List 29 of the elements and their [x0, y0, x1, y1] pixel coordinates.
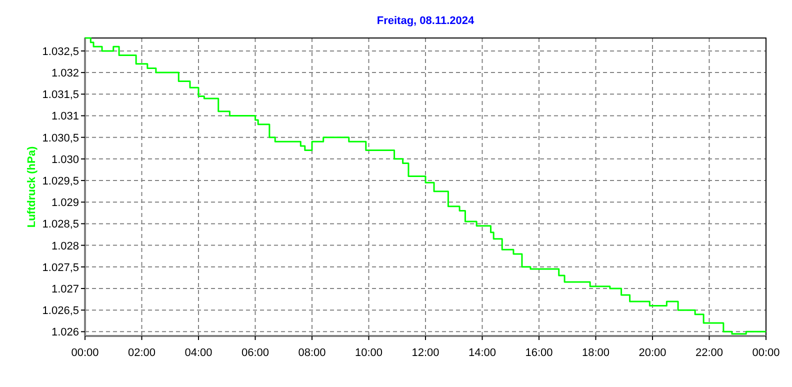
y-tick-label: 1.028,5 — [42, 218, 79, 231]
chart-title: Freitag, 08.11.2024 — [376, 15, 475, 27]
x-tick-label: 10:00 — [354, 347, 383, 359]
x-tick-label: 20:00 — [638, 347, 666, 359]
y-tick-label: 1.029 — [51, 197, 79, 210]
x-tick-label: 02:00 — [128, 347, 156, 359]
x-tick-label: 16:00 — [525, 347, 553, 359]
y-tick-label: 1.032,5 — [42, 46, 79, 58]
y-tick-label: 1.029,5 — [42, 176, 79, 188]
y-tick-label: 1.028 — [51, 240, 79, 252]
x-tick-label: 00:00 — [71, 347, 99, 359]
y-tick-label: 1.030 — [51, 154, 79, 166]
y-tick-label: 1.026,5 — [42, 305, 79, 318]
x-tick-label: 22:00 — [695, 347, 724, 359]
y-tick-label: 1.031 — [51, 110, 79, 123]
y-axis-title: Luftdruck (hPa) — [26, 146, 38, 228]
x-tick-label: 00:00 — [752, 347, 780, 359]
x-tick-label: 18:00 — [582, 347, 610, 359]
x-tick-label: 14:00 — [468, 347, 496, 359]
y-tick-label: 1.026 — [51, 326, 79, 339]
y-tick-label: 1.027,5 — [42, 262, 79, 274]
x-tick-label: 12:00 — [412, 347, 440, 359]
x-tick-label: 08:00 — [298, 347, 326, 359]
y-tick-label: 1.031,5 — [42, 89, 79, 102]
x-tick-label: 04:00 — [184, 347, 212, 359]
y-tick-label: 1.032 — [51, 68, 79, 80]
y-tick-label: 1.030,5 — [42, 132, 79, 144]
x-tick-label: 06:00 — [241, 347, 270, 359]
y-tick-label: 1.027 — [51, 283, 79, 296]
